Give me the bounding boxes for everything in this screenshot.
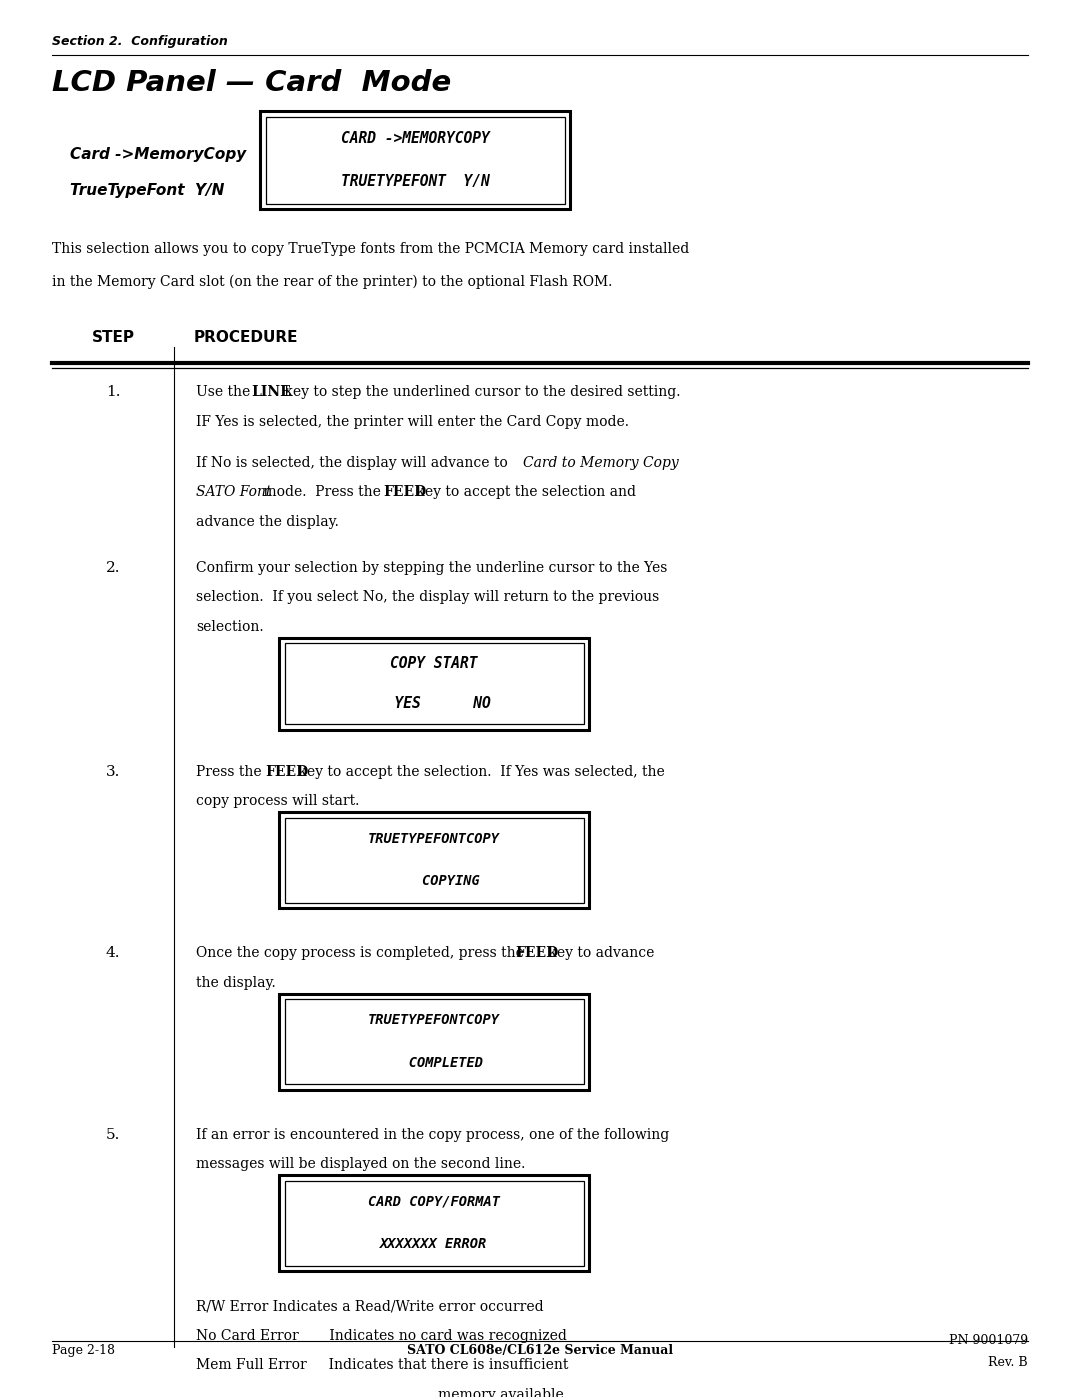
Text: Card ->MemoryCopy: Card ->MemoryCopy bbox=[70, 147, 246, 162]
Text: FEED: FEED bbox=[266, 764, 309, 778]
Bar bbox=[284, 1180, 583, 1266]
Text: Press the: Press the bbox=[195, 764, 266, 778]
Text: 3.: 3. bbox=[106, 764, 120, 778]
Text: TRUETYPEFONTCOPY: TRUETYPEFONTCOPY bbox=[368, 831, 500, 847]
Bar bbox=[279, 1175, 589, 1271]
Text: COMPLETED: COMPLETED bbox=[384, 1056, 484, 1070]
Bar bbox=[279, 993, 589, 1090]
Text: SATO Font: SATO Font bbox=[195, 485, 271, 499]
Bar bbox=[284, 643, 583, 724]
Text: key to accept the selection.  If Yes was selected, the: key to accept the selection. If Yes was … bbox=[294, 764, 664, 778]
Text: in the Memory Card slot (on the rear of the printer) to the optional Flash ROM.: in the Memory Card slot (on the rear of … bbox=[52, 275, 612, 289]
Text: 2.: 2. bbox=[106, 560, 120, 574]
Text: Use the: Use the bbox=[195, 386, 255, 400]
Text: Mem Full Error     Indicates that there is insufficient: Mem Full Error Indicates that there is i… bbox=[195, 1358, 568, 1372]
Text: Rev. B: Rev. B bbox=[988, 1356, 1028, 1369]
Text: R/W Error Indicates a Read/Write error occurred: R/W Error Indicates a Read/Write error o… bbox=[195, 1299, 543, 1313]
Text: 4.: 4. bbox=[106, 946, 120, 960]
Text: messages will be displayed on the second line.: messages will be displayed on the second… bbox=[195, 1157, 525, 1171]
Bar bbox=[279, 812, 589, 908]
Text: COPY START: COPY START bbox=[390, 655, 477, 671]
Text: This selection allows you to copy TrueType fonts from the PCMCIA Memory card ins: This selection allows you to copy TrueTy… bbox=[52, 242, 689, 256]
Text: STEP: STEP bbox=[92, 330, 135, 345]
Text: copy process will start.: copy process will start. bbox=[195, 793, 360, 807]
Bar bbox=[279, 637, 589, 729]
Text: If No is selected, the display will advance to: If No is selected, the display will adva… bbox=[195, 455, 512, 469]
Text: key to step the underlined cursor to the desired setting.: key to step the underlined cursor to the… bbox=[280, 386, 680, 400]
Text: LINE: LINE bbox=[252, 386, 292, 400]
Text: selection.  If you select No, the display will return to the previous: selection. If you select No, the display… bbox=[195, 590, 659, 604]
Text: TrueTypeFont  Y/N: TrueTypeFont Y/N bbox=[70, 183, 225, 198]
Text: IF Yes is selected, the printer will enter the Card Copy mode.: IF Yes is selected, the printer will ent… bbox=[195, 415, 629, 429]
Text: 5.: 5. bbox=[106, 1127, 120, 1141]
Text: Card to Memory Copy: Card to Memory Copy bbox=[523, 455, 678, 469]
Text: PN 9001079: PN 9001079 bbox=[949, 1334, 1028, 1347]
Text: COPYING: COPYING bbox=[389, 875, 480, 888]
Text: CARD ->MEMORYCOPY: CARD ->MEMORYCOPY bbox=[340, 131, 489, 145]
Text: the display.: the display. bbox=[195, 975, 275, 989]
Text: CARD COPY/FORMAT: CARD COPY/FORMAT bbox=[368, 1194, 500, 1208]
Text: TRUETYPEFONTCOPY: TRUETYPEFONTCOPY bbox=[368, 1013, 500, 1027]
Bar bbox=[284, 999, 583, 1084]
Text: Page 2-18: Page 2-18 bbox=[52, 1344, 114, 1356]
Text: XXXXXXX ERROR: XXXXXXX ERROR bbox=[380, 1238, 488, 1252]
Text: key to advance: key to advance bbox=[544, 946, 654, 960]
Bar bbox=[260, 110, 570, 210]
Text: LCD Panel — Card  Mode: LCD Panel — Card Mode bbox=[52, 68, 451, 96]
Text: FEED: FEED bbox=[383, 485, 427, 499]
Text: 1.: 1. bbox=[106, 386, 120, 400]
Text: FEED: FEED bbox=[516, 946, 559, 960]
Text: memory available: memory available bbox=[438, 1387, 564, 1397]
Bar bbox=[284, 817, 583, 902]
Text: SATO CL608e/CL612e Service Manual: SATO CL608e/CL612e Service Manual bbox=[407, 1344, 673, 1356]
Text: Confirm your selection by stepping the underline cursor to the Yes: Confirm your selection by stepping the u… bbox=[195, 560, 667, 574]
Text: selection.: selection. bbox=[195, 619, 264, 633]
Text: Section 2.  Configuration: Section 2. Configuration bbox=[52, 35, 228, 47]
Text: If an error is encountered in the copy process, one of the following: If an error is encountered in the copy p… bbox=[195, 1127, 670, 1141]
Text: key to accept the selection and: key to accept the selection and bbox=[411, 485, 636, 499]
Text: advance the display.: advance the display. bbox=[195, 515, 339, 529]
Text: No Card Error       Indicates no card was recognized: No Card Error Indicates no card was reco… bbox=[195, 1329, 567, 1343]
Text: PROCEDURE: PROCEDURE bbox=[194, 330, 298, 345]
Text: mode.  Press the: mode. Press the bbox=[258, 485, 384, 499]
Text: TRUETYPEFONT  Y/N: TRUETYPEFONT Y/N bbox=[340, 175, 489, 189]
Bar bbox=[266, 116, 565, 204]
Text: Once the copy process is completed, press the: Once the copy process is completed, pres… bbox=[195, 946, 528, 960]
Text: YES      NO: YES NO bbox=[377, 696, 491, 711]
